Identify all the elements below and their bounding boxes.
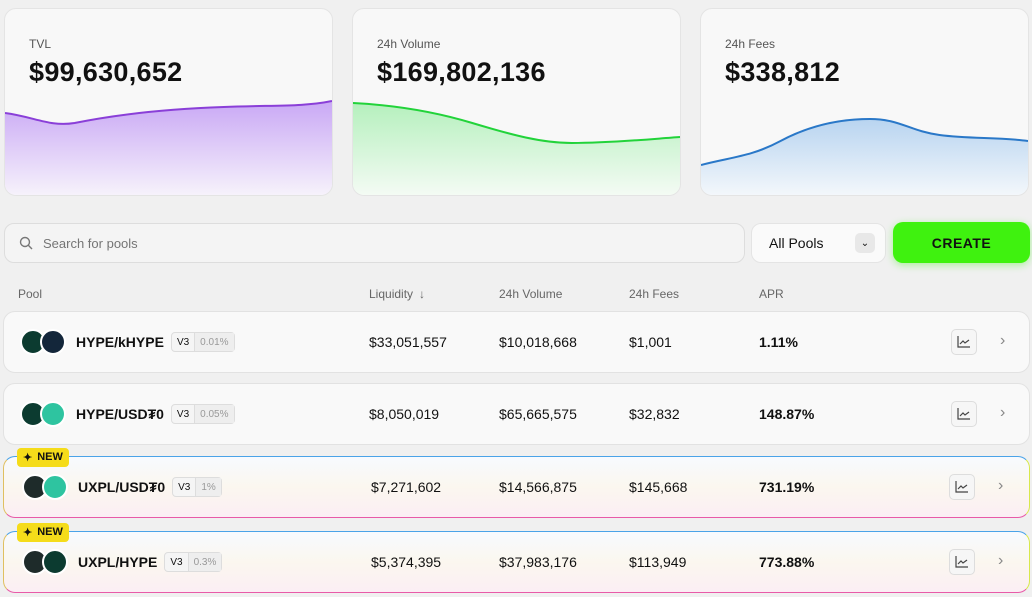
pool-name-cell: UXPL/HYPE V3 0.3% <box>78 532 223 592</box>
pool-row[interactable]: HYPE/USD₮0 V3 0.05% $8,050,019 $65,665,57… <box>3 383 1030 445</box>
volume-card: 24h Volume $169,802,136 <box>352 8 681 196</box>
pool-version-fee-tag: V3 0.05% <box>170 404 235 424</box>
fees-cell: $32,832 <box>629 406 680 422</box>
fees-value: $338,812 <box>725 57 841 87</box>
pool-fee-tier: 1% <box>195 478 221 496</box>
token-pair-icons <box>22 549 70 575</box>
apr-cell: 148.87% <box>759 406 815 422</box>
fees-cell: $145,668 <box>629 479 688 495</box>
pool-name-cell: HYPE/kHYPE V3 0.01% <box>76 312 235 372</box>
sparkle-icon: ✦ <box>23 527 33 539</box>
col-apr[interactable]: APR <box>759 287 784 301</box>
pool-version: V3 <box>176 336 190 348</box>
new-badge: ✦ NEW <box>17 523 69 542</box>
col-fees[interactable]: 24h Fees <box>629 287 680 301</box>
col-pool: Pool <box>18 287 43 301</box>
fees-sparkline <box>701 117 1028 195</box>
token-pair-icons <box>22 474 70 500</box>
col-liquidity-label: Liquidity <box>369 287 414 301</box>
fees-cell: $113,949 <box>629 554 687 570</box>
pool-version: V3 <box>178 481 191 493</box>
pool-fee-tier: 0.3% <box>187 553 222 571</box>
tvl-value: $99,630,652 <box>29 57 183 87</box>
token-pair-icons <box>20 329 68 355</box>
sparkle-icon: ✦ <box>23 452 33 464</box>
fees-card: 24h Fees $338,812 <box>700 8 1029 196</box>
pool-version: V3 <box>170 556 183 568</box>
token-b-icon <box>40 401 66 427</box>
liquidity-cell: $7,271,602 <box>371 479 442 495</box>
pool-name: HYPE/USD₮0 <box>76 406 164 422</box>
apr-cell: 731.19% <box>759 479 815 495</box>
new-badge-label: NEW <box>37 451 63 463</box>
volume-sparkline <box>353 102 680 195</box>
pool-version: V3 <box>176 408 190 420</box>
search-icon <box>19 236 33 250</box>
token-b-icon <box>40 329 66 355</box>
tvl-sparkline <box>5 100 332 195</box>
token-b-icon <box>42 474 68 500</box>
pool-name: UXPL/HYPE <box>78 554 158 570</box>
apr-cell: 1.11% <box>759 334 798 350</box>
pool-name: HYPE/kHYPE <box>76 334 164 350</box>
pool-filter-value: All Pools <box>769 235 824 251</box>
search-bar[interactable] <box>4 223 745 263</box>
create-button[interactable]: CREATE <box>893 222 1030 263</box>
chart-button[interactable] <box>951 401 977 427</box>
pool-row[interactable]: ✦ NEW UXPL/USD₮0 V3 1% $7,271,602 $14,566,… <box>3 448 1030 518</box>
tvl-card: TVL $99,630,652 <box>4 8 333 196</box>
search-input[interactable] <box>43 235 643 251</box>
pool-row[interactable]: HYPE/kHYPE V3 0.01% $33,051,557 $10,018,6… <box>3 311 1030 373</box>
chevron-right-icon[interactable]: › <box>1000 332 1006 349</box>
apr-cell: 773.88% <box>759 554 815 570</box>
line-chart-icon <box>955 481 968 493</box>
pool-fee-tier: 0.05% <box>194 405 234 423</box>
token-b-icon <box>42 549 68 575</box>
pool-name-cell: HYPE/USD₮0 V3 0.05% <box>76 384 235 444</box>
chart-button[interactable] <box>951 329 977 355</box>
liquidity-cell: $8,050,019 <box>369 406 440 422</box>
col-volume[interactable]: 24h Volume <box>499 287 563 301</box>
pool-version-fee-tag: V3 1% <box>172 477 222 497</box>
chevron-right-icon[interactable]: › <box>998 477 1004 494</box>
volume-cell: $14,566,875 <box>499 479 577 495</box>
volume-label: 24h Volume <box>377 37 441 51</box>
volume-value: $169,802,136 <box>377 57 546 87</box>
pool-filter-select[interactable]: All Pools ⌄ <box>751 223 886 263</box>
new-badge-label: NEW <box>37 526 63 538</box>
pool-row[interactable]: ✦ NEW UXPL/HYPE V3 0.3% $5,374,395 $37,983… <box>3 523 1030 593</box>
volume-cell: $37,983,176 <box>499 554 577 570</box>
fees-label: 24h Fees <box>725 37 776 51</box>
pool-version-fee-tag: V3 0.01% <box>170 332 235 352</box>
volume-cell: $65,665,575 <box>499 406 577 422</box>
volume-cell: $10,018,668 <box>499 334 577 350</box>
chart-button[interactable] <box>949 474 975 500</box>
liquidity-cell: $33,051,557 <box>369 334 447 350</box>
pool-name: UXPL/USD₮0 <box>78 479 166 495</box>
line-chart-icon <box>955 556 968 568</box>
chevron-right-icon[interactable]: › <box>1000 404 1006 421</box>
liquidity-cell: $5,374,395 <box>371 554 442 570</box>
token-pair-icons <box>20 401 68 427</box>
chevron-down-icon: ⌄ <box>855 233 875 253</box>
col-liquidity[interactable]: Liquidity ↓ <box>369 287 425 301</box>
chart-button[interactable] <box>949 549 975 575</box>
line-chart-icon <box>957 336 970 348</box>
pool-version-fee-tag: V3 0.3% <box>164 552 223 572</box>
fees-cell: $1,001 <box>629 334 672 350</box>
pool-fee-tier: 0.01% <box>194 333 234 351</box>
tvl-label: TVL <box>29 37 52 51</box>
chevron-right-icon[interactable]: › <box>998 552 1004 569</box>
pool-name-cell: UXPL/USD₮0 V3 1% <box>78 457 222 517</box>
line-chart-icon <box>957 408 970 420</box>
sort-down-icon: ↓ <box>419 287 426 301</box>
new-badge: ✦ NEW <box>17 448 69 467</box>
